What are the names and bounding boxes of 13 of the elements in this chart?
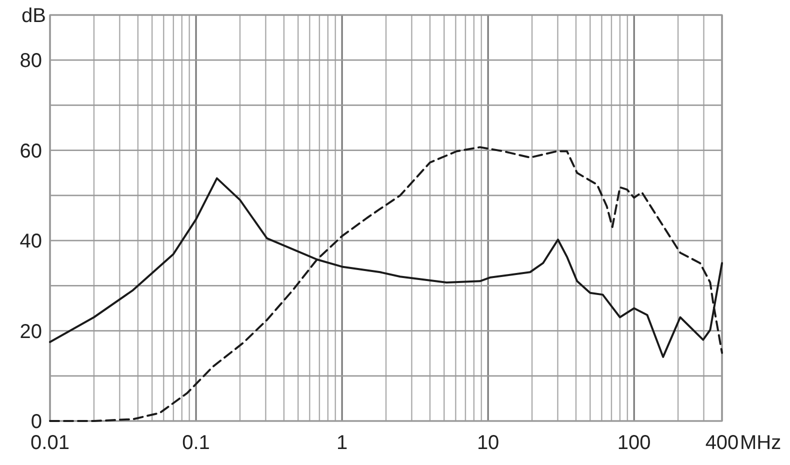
y-tick-label: 60: [20, 140, 42, 162]
x-tick-label: 100: [617, 432, 651, 454]
x-tick-label: 1: [336, 432, 348, 454]
y-tick-label: 80: [20, 50, 42, 72]
y-tick-label: 20: [20, 320, 42, 343]
x-tick-label: 10: [476, 432, 500, 454]
x-tick-label: 0.1: [182, 432, 210, 454]
y-axis-title: dB: [22, 5, 46, 27]
y-tick-label: 40: [20, 230, 42, 253]
x-tick-label: 0.01: [30, 432, 70, 454]
x-axis-title: MHz: [740, 432, 782, 454]
y-tick-label: 0: [30, 411, 42, 433]
x-tick-label: 400: [705, 432, 739, 454]
